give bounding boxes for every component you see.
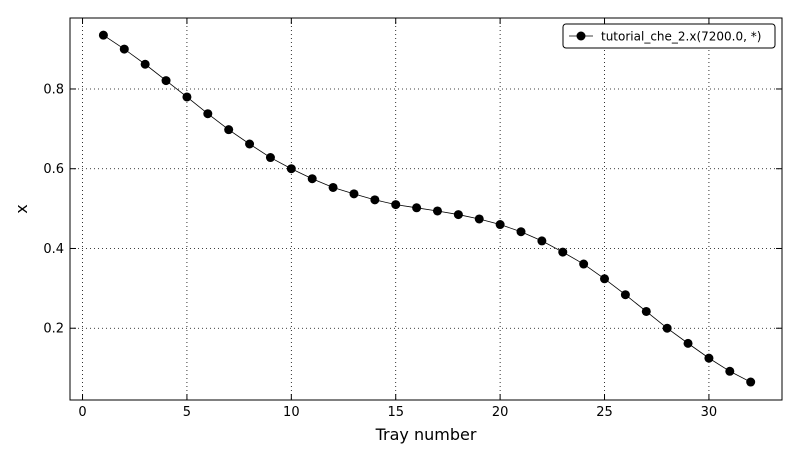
data-point bbox=[391, 200, 401, 210]
data-point bbox=[203, 109, 213, 119]
data-point bbox=[620, 290, 630, 300]
data-point bbox=[119, 44, 129, 54]
data-point bbox=[558, 247, 568, 257]
data-point bbox=[349, 189, 359, 199]
grid-lines bbox=[70, 18, 782, 400]
legend-marker-icon bbox=[576, 31, 586, 41]
data-point bbox=[662, 323, 672, 333]
x-tick-label: 10 bbox=[283, 405, 300, 420]
data-point bbox=[161, 76, 171, 86]
y-tick-label: 0.8 bbox=[43, 82, 64, 97]
data-point bbox=[370, 195, 380, 205]
x-tick-label: 25 bbox=[596, 405, 613, 420]
x-tick-label: 5 bbox=[183, 405, 191, 420]
y-axis-label: x bbox=[12, 204, 31, 213]
data-point bbox=[245, 139, 255, 149]
y-tick-label: 0.6 bbox=[43, 162, 64, 177]
x-tick-label: 20 bbox=[492, 405, 509, 420]
x-tick-label: 15 bbox=[387, 405, 404, 420]
axis-ticks: 0 5 10 15 20 25 30 0.2 0.4 0.6 0.8 bbox=[43, 18, 782, 420]
data-point bbox=[704, 353, 714, 363]
data-point bbox=[600, 274, 610, 284]
x-tick-label: 0 bbox=[78, 405, 86, 420]
data-point bbox=[746, 377, 756, 387]
data-point bbox=[140, 59, 150, 69]
data-point bbox=[725, 366, 735, 376]
data-point bbox=[683, 338, 693, 348]
y-tick-label: 0.2 bbox=[43, 322, 64, 337]
data-point bbox=[182, 92, 192, 102]
data-point bbox=[412, 203, 422, 213]
data-point bbox=[495, 220, 505, 230]
x-tick-label: 30 bbox=[701, 405, 718, 420]
data-point bbox=[516, 227, 526, 237]
data-point bbox=[265, 153, 275, 163]
y-tick-label: 0.4 bbox=[43, 242, 64, 257]
legend-box bbox=[562, 23, 776, 49]
data-point bbox=[224, 125, 234, 135]
data-point bbox=[432, 206, 442, 216]
plot-area-frame bbox=[69, 17, 783, 401]
data-point bbox=[307, 174, 317, 184]
data-point bbox=[641, 306, 651, 316]
legend-entry-label: tutorial_che_2.x(7200.0, *) bbox=[601, 30, 761, 44]
data-point bbox=[328, 182, 338, 192]
series-group bbox=[98, 30, 756, 387]
data-point bbox=[453, 210, 463, 220]
data-point bbox=[537, 236, 547, 246]
legend: tutorial_che_2.x(7200.0, *) bbox=[562, 23, 776, 49]
x-axis-label: Tray number bbox=[375, 425, 477, 444]
data-point bbox=[286, 164, 296, 174]
data-point bbox=[474, 214, 484, 224]
data-point bbox=[579, 259, 589, 269]
data-point bbox=[98, 30, 108, 40]
